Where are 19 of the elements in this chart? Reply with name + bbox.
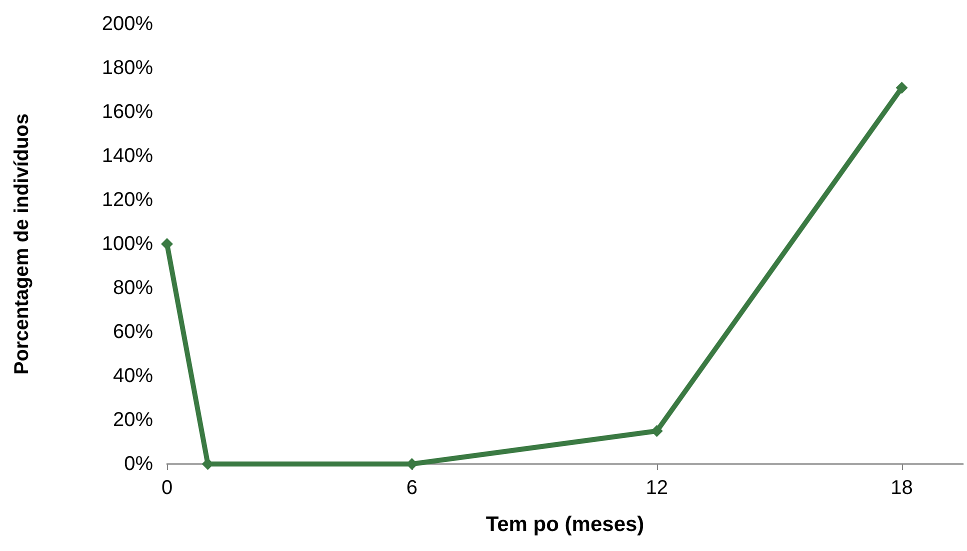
x-axis-title: Tem po (meses) — [486, 513, 644, 536]
y-tick-label: 60% — [112, 321, 154, 343]
x-tick-label: 0 — [161, 477, 173, 499]
x-tick-label: 12 — [646, 477, 668, 499]
x-tick-label: 18 — [890, 477, 913, 499]
y-tick-label: 200% — [102, 13, 154, 35]
y-tick-label: 80% — [112, 277, 154, 299]
y-axis-title: Porcentagem de indivíduos — [11, 113, 33, 375]
y-tick-label: 100% — [102, 233, 154, 255]
x-tick-label: 6 — [406, 477, 418, 499]
y-tick-label: 160% — [102, 101, 154, 123]
y-tick-label: 40% — [112, 365, 154, 387]
point — [161, 238, 173, 250]
y-tick-label: 20% — [112, 409, 154, 431]
point — [896, 82, 908, 94]
y-tick-label: 180% — [102, 57, 154, 79]
y-tick-label: 140% — [102, 145, 154, 167]
y-tick-label: 0% — [124, 453, 154, 475]
y-tick-label: 120% — [102, 189, 154, 211]
